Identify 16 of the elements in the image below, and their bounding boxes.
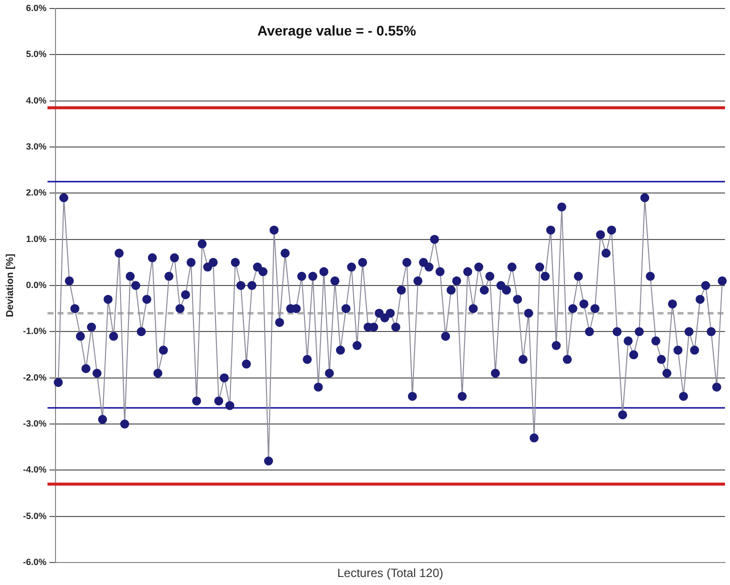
annotation: Average value = - 0.55% <box>257 22 417 38</box>
y-tick-label: -3.0% <box>22 418 47 429</box>
y-tick-label: 6.0% <box>26 2 47 13</box>
y-tick-label: 4.0% <box>26 95 47 106</box>
y-axis-title: Deviation [%] <box>4 254 16 318</box>
y-tick-label: -6.0% <box>22 557 47 568</box>
y-tick-label: -2.0% <box>22 372 47 382</box>
y-tick-label: 0.0% <box>26 280 47 290</box>
y-tick-label: 2.0% <box>26 188 47 198</box>
y-tick-label: -1.0% <box>22 326 47 336</box>
y-tick-label: -4.0% <box>22 464 47 475</box>
y-tick-label: -5.0% <box>22 510 47 521</box>
y-tick-label: 5.0% <box>26 49 47 60</box>
y-tick-label: 1.0% <box>26 234 47 244</box>
y-tick-label: 3.0% <box>26 141 47 152</box>
x-axis-title: Lectures (Total 120) <box>337 566 444 580</box>
